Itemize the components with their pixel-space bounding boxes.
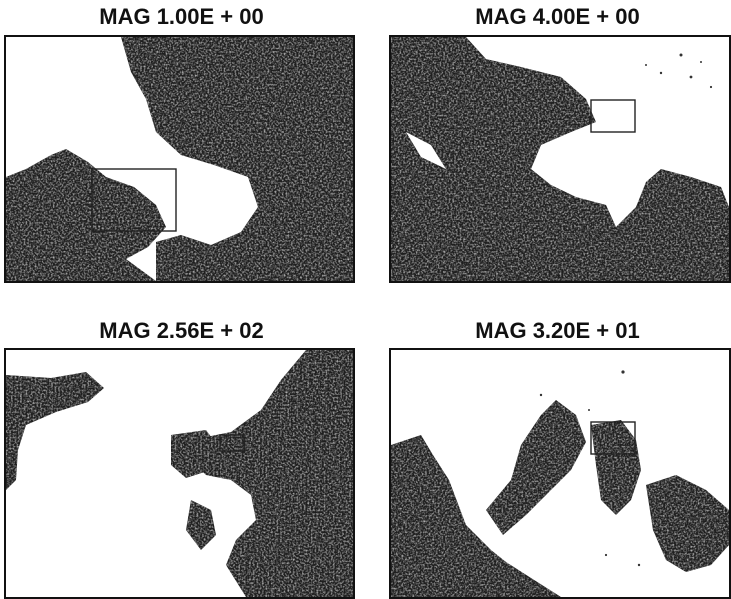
zoom-box bbox=[590, 99, 636, 133]
zoom-box bbox=[91, 168, 177, 232]
fractal-panel-mag-2 bbox=[389, 35, 731, 283]
caption-mag-2: MAG 4.00E + 00 bbox=[475, 4, 640, 29]
fractal-image-mag-4 bbox=[391, 370, 729, 597]
fractal-panel-mag-1 bbox=[4, 35, 355, 283]
fractal-texture bbox=[6, 37, 353, 281]
fractal-texture bbox=[6, 350, 353, 597]
caption-mag-3: MAG 2.56E + 02 bbox=[99, 318, 264, 343]
caption-mag-1: MAG 1.00E + 00 bbox=[99, 4, 264, 29]
fractal-image-mag-3 bbox=[6, 350, 353, 597]
zoom-box bbox=[590, 421, 636, 455]
speckles bbox=[539, 370, 641, 567]
fractal-panel-mag-4 bbox=[389, 348, 731, 599]
fractal-image-mag-2 bbox=[391, 37, 729, 281]
fractal-texture bbox=[391, 400, 729, 597]
fractal-panel-mag-3 bbox=[4, 348, 355, 599]
zoom-box bbox=[219, 434, 245, 452]
fractal-texture bbox=[391, 37, 729, 281]
fractal-image-mag-1 bbox=[6, 37, 353, 281]
caption-mag-4: MAG 3.20E + 01 bbox=[475, 318, 640, 343]
speckles bbox=[645, 53, 713, 89]
